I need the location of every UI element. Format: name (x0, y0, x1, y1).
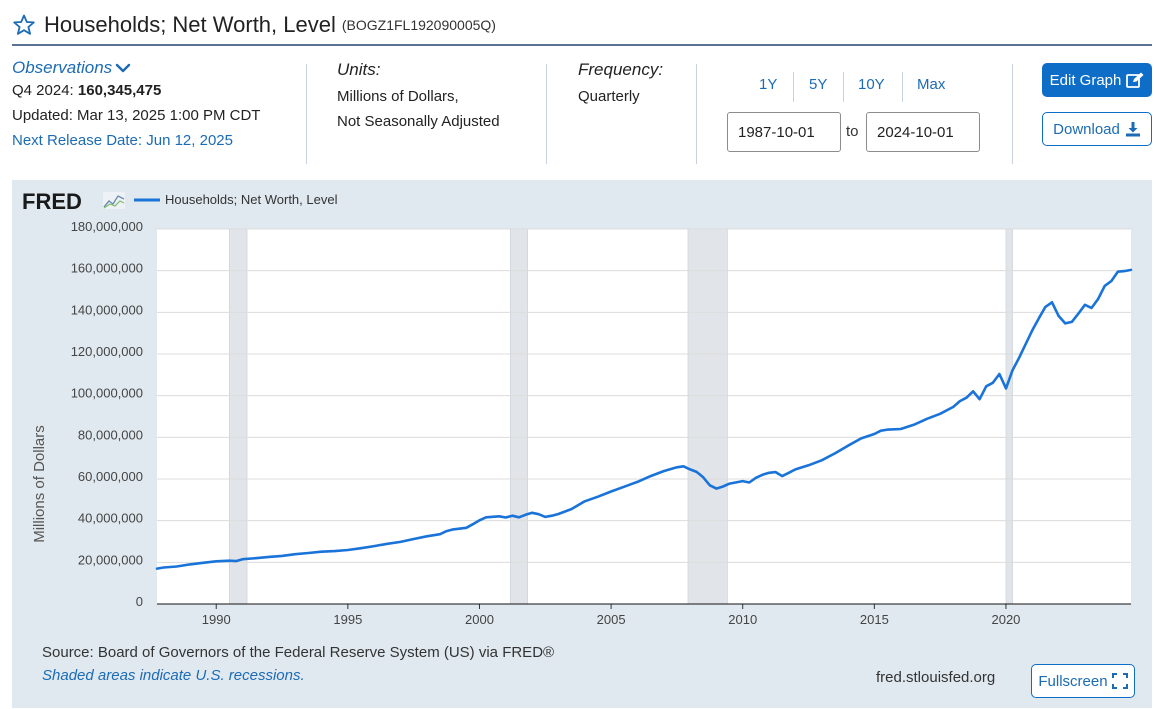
y-tick-label: 60,000,000 (78, 469, 143, 484)
edit-icon (1126, 72, 1144, 88)
plot-background (157, 229, 1131, 604)
chart-panel: FRED Households; Net Worth, Level Millio… (12, 180, 1152, 708)
range-max-button[interactable]: Max (917, 76, 946, 93)
units-line-1: Millions of Dollars, (337, 88, 459, 105)
logo-chart-icon (103, 192, 125, 209)
fred-logo-text: FRED (22, 189, 82, 214)
y-axis-title: Millions of Dollars (31, 425, 48, 543)
x-tick-labels: 1990 1995 2000 2005 2010 2015 2020 (202, 604, 1020, 627)
observations-panel: Observations Q4 2024: 160,345,475 Update… (12, 58, 302, 166)
recession-bands (229, 228, 1013, 605)
series-line-group (155, 268, 1133, 570)
y-tick-label: 0 (136, 594, 143, 609)
chevron-down-icon (115, 63, 131, 73)
column-divider (546, 64, 547, 164)
column-divider (306, 64, 307, 164)
observations-dropdown[interactable]: Observations (12, 58, 302, 78)
y-tick-labels: 0 20,000,000 40,000,000 60,000,000 80,000,00… (71, 219, 143, 609)
observation-value: 160,345,475 (77, 82, 162, 99)
source-text: Source: Board of Governors of the Federa… (42, 644, 555, 661)
edit-graph-button[interactable]: Edit Graph (1042, 63, 1152, 97)
series-line (155, 268, 1133, 570)
frequency-heading: Frequency: (578, 60, 664, 79)
title-divider (12, 44, 1152, 46)
y-gridlines (157, 228, 1131, 563)
end-date-input[interactable] (866, 112, 980, 152)
next-release-link[interactable]: Next Release Date: Jun 12, 2025 (12, 132, 233, 149)
column-divider (1012, 64, 1013, 164)
legend-label: Households; Net Worth, Level (165, 192, 338, 207)
download-label: Download (1053, 120, 1120, 138)
site-url[interactable]: fred.stlouisfed.org (876, 669, 996, 686)
units-panel: Units: Millions of Dollars, Not Seasonal… (337, 58, 537, 166)
recession-band (1005, 228, 1013, 605)
y-tick-label: 160,000,000 (71, 261, 143, 276)
range-divider (793, 72, 794, 102)
x-tick-label: 1990 (202, 612, 231, 627)
x-tick-label: 2010 (728, 612, 757, 627)
range-divider (902, 72, 903, 102)
y-tick-label: 140,000,000 (71, 302, 143, 317)
y-tick-label: 180,000,000 (71, 219, 143, 234)
start-date-input[interactable] (727, 112, 841, 152)
updated-text: Updated: Mar 13, 2025 1:00 PM CDT (12, 107, 261, 124)
frequency-panel: Frequency: Quarterly (578, 58, 688, 166)
frequency-value: Quarterly (578, 88, 640, 105)
recession-note: Shaded areas indicate U.S. recessions. (42, 667, 305, 684)
download-button[interactable]: Download (1042, 112, 1152, 146)
y-tick-label: 20,000,000 (78, 552, 143, 567)
x-tick-label: 2015 (860, 612, 889, 627)
x-tick-label: 2020 (991, 612, 1020, 627)
y-tick-label: 80,000,000 (78, 427, 143, 442)
download-icon (1125, 122, 1140, 137)
latest-observation: Q4 2024: 160,345,475 (12, 78, 302, 103)
x-tick-label: 2005 (597, 612, 626, 627)
observations-label: Observations (12, 58, 113, 77)
series-id: (BOGZ1FL192090005Q) (341, 17, 496, 33)
star-icon[interactable] (12, 13, 36, 37)
observation-period: Q4 2024: (12, 82, 74, 99)
fred-logo: FRED (22, 189, 125, 214)
page-title: Households; Net Worth, Level (44, 12, 336, 37)
fullscreen-icon (1111, 673, 1128, 689)
title-row: Households; Net Worth, Level (BOGZ1FL192… (12, 6, 1152, 44)
range-10y-button[interactable]: 10Y (858, 76, 885, 93)
y-tick-label: 40,000,000 (78, 511, 143, 526)
range-divider (843, 72, 844, 102)
units-heading: Units: (337, 60, 381, 79)
range-5y-button[interactable]: 5Y (809, 76, 828, 93)
y-tick-label: 100,000,000 (71, 386, 143, 401)
range-1y-button[interactable]: 1Y (759, 76, 778, 93)
chart-area: FRED Households; Net Worth, Level Millio… (22, 189, 1133, 627)
fullscreen-button[interactable]: Fullscreen (1031, 664, 1135, 698)
x-tick-label: 1995 (333, 612, 362, 627)
fullscreen-label: Fullscreen (1038, 672, 1108, 690)
to-label: to (846, 123, 859, 140)
edit-graph-label: Edit Graph (1049, 71, 1122, 89)
recession-band (229, 228, 248, 605)
units-line-2: Not Seasonally Adjusted (337, 113, 500, 130)
y-tick-label: 120,000,000 (71, 344, 143, 359)
recession-band (687, 228, 728, 605)
recession-band (509, 228, 528, 605)
x-tick-label: 2000 (465, 612, 494, 627)
column-divider (696, 64, 697, 164)
